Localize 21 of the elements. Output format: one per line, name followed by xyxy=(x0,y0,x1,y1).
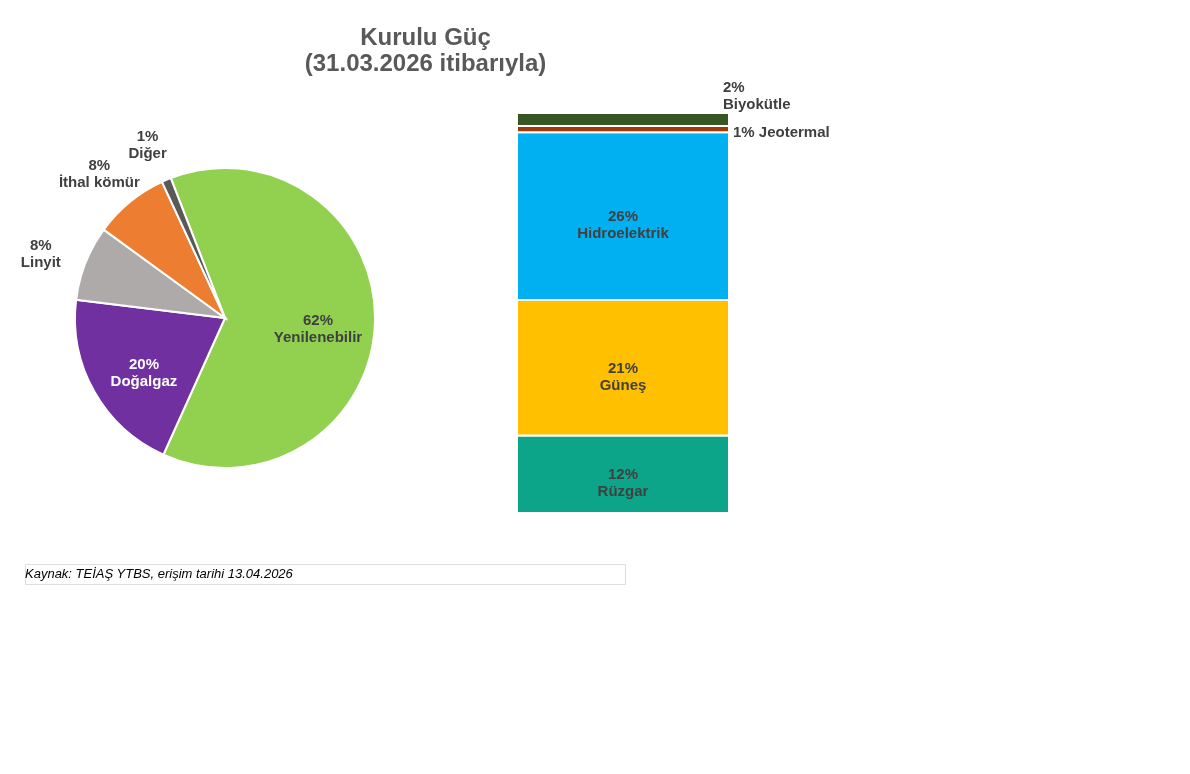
series-label: Hidroelektrik xyxy=(577,224,670,242)
text: Kaynak: TEİAŞ YTBS, erişim tarihi 13.04.2026 xyxy=(25,566,294,581)
data-label: 20% xyxy=(128,354,159,372)
series-label: Güneş xyxy=(599,375,647,393)
data-label: 8% xyxy=(29,236,52,254)
data-label: 26% xyxy=(607,207,639,225)
slice-label: Diğer xyxy=(128,143,167,161)
slice-label: Yenilenebilir xyxy=(273,328,363,346)
data-label: 8% xyxy=(88,155,111,173)
slice-label: İthal kömür xyxy=(58,172,140,190)
series-label: Biyokütle xyxy=(723,95,791,113)
slice-label: Linyit xyxy=(20,253,61,271)
data-label: 1% xyxy=(136,126,159,144)
text: Kurulu Güç xyxy=(360,22,491,50)
data-label: 2% xyxy=(723,78,745,96)
data-label: 12% xyxy=(607,465,639,483)
slice-label: Doğalgaz xyxy=(110,371,178,389)
data-label: 21% xyxy=(607,358,639,376)
text: 1% Jeotermal xyxy=(733,123,830,141)
series-label: Rüzgar xyxy=(597,482,649,500)
data-label: 62% xyxy=(302,311,333,329)
